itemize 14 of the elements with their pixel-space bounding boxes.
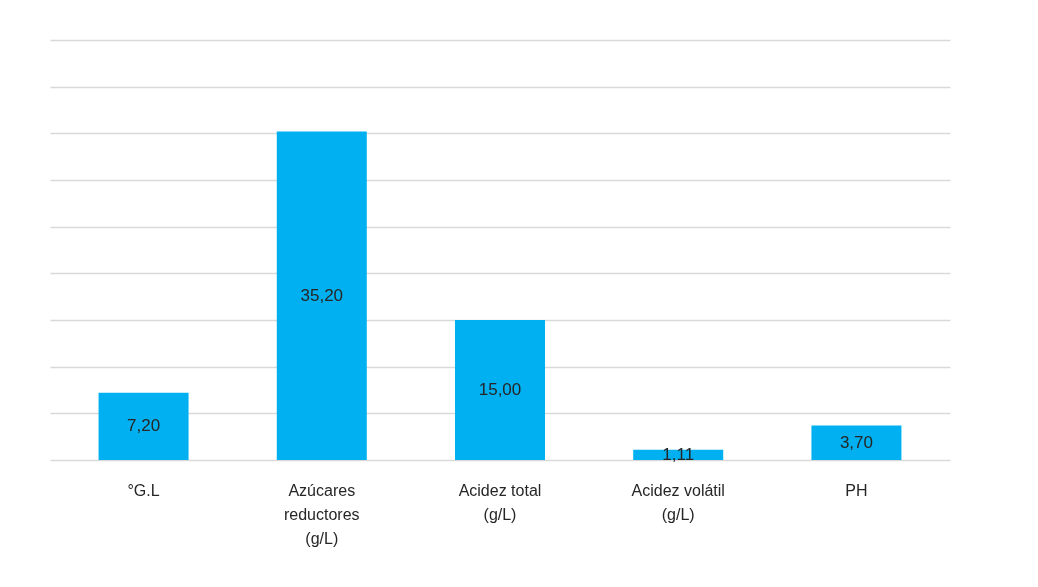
bar <box>811 425 902 460</box>
data-label: 1,11 <box>662 444 695 464</box>
x-tick-label: PH <box>845 481 868 499</box>
x-tick-label: Acidez total (g/L) <box>458 481 542 523</box>
data-label: 3,70 <box>839 432 873 452</box>
data-label: 7,20 <box>127 416 161 436</box>
x-tick-label: Acidez volátil (g/L) <box>631 481 725 523</box>
data-label: 15,00 <box>478 380 522 399</box>
x-tick-label: Azúcares reductores (g/L) <box>283 481 360 547</box>
bar <box>276 131 367 460</box>
bar <box>455 320 545 460</box>
bar <box>98 392 189 460</box>
data-label: 35,20 <box>300 285 344 305</box>
x-tick-label: °G.L <box>127 481 160 499</box>
